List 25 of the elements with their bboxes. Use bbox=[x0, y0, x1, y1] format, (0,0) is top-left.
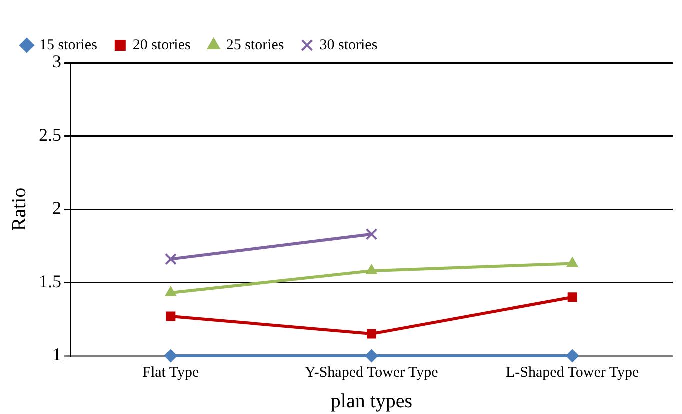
point bbox=[367, 329, 376, 339]
x-tick-label: Flat Type bbox=[142, 364, 200, 381]
y-tick-label: 1 bbox=[52, 344, 62, 365]
point bbox=[566, 257, 578, 268]
y-tick-label: 3 bbox=[52, 52, 62, 72]
legend-label: 30 stories bbox=[320, 37, 378, 54]
legend-label: 15 stories bbox=[40, 37, 98, 54]
legend-label: 25 stories bbox=[226, 37, 284, 54]
point bbox=[566, 350, 580, 362]
point bbox=[164, 350, 178, 362]
x-axis-title: plan types bbox=[330, 390, 413, 412]
point bbox=[366, 228, 378, 240]
point bbox=[166, 312, 176, 322]
y-tick-label: 2.5 bbox=[39, 124, 62, 145]
y-tick-label: 2 bbox=[52, 198, 62, 218]
y-tick-label: 1.5 bbox=[39, 271, 62, 292]
point bbox=[366, 264, 378, 275]
x-tick-label: Y-Shaped Tower Type bbox=[305, 364, 439, 381]
point bbox=[365, 350, 378, 362]
point bbox=[568, 292, 578, 302]
point bbox=[164, 253, 177, 266]
legend-label: 20 stories bbox=[132, 37, 191, 54]
y-axis-title: Ratio bbox=[8, 188, 30, 232]
x-tick-label: L-Shaped Tower Type bbox=[506, 364, 640, 381]
point bbox=[165, 286, 177, 297]
